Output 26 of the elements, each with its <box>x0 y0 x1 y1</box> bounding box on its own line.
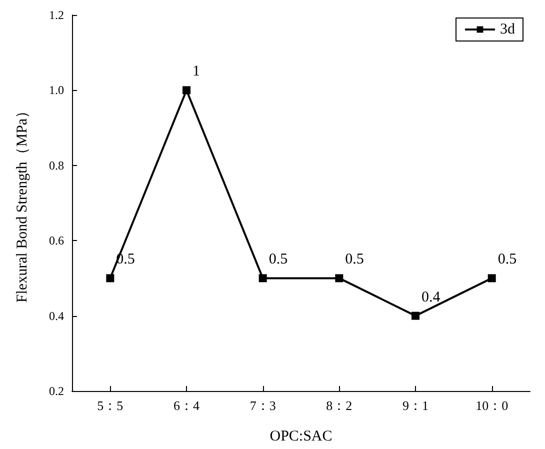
data-label: 0.4 <box>422 289 441 306</box>
x-tick-label: 5：5 <box>97 398 124 413</box>
data-label: 0.5 <box>345 252 364 268</box>
data-label: 0.5 <box>498 252 517 268</box>
x-tick-label: 6：4 <box>174 398 200 413</box>
legend-label: 3d <box>500 22 516 38</box>
x-tick-label: 10：0 <box>476 398 508 413</box>
point <box>335 274 344 282</box>
point <box>106 274 114 282</box>
data-label: 1 <box>192 64 200 80</box>
y-tick-label: 1.0 <box>49 83 64 98</box>
y-tick-label: 0.4 <box>49 308 64 323</box>
point <box>488 274 496 282</box>
y-axis-title: Flexural Bond Strength（MPa） <box>14 103 30 303</box>
x-tick-label: 7：3 <box>250 398 276 413</box>
x-tick-label: 9：1 <box>402 398 428 413</box>
y-tick-label: 0.2 <box>49 384 64 398</box>
x-tick-label: 8：2 <box>326 398 352 413</box>
x-axis-title: OPC:SAC <box>270 428 332 444</box>
point <box>182 86 190 94</box>
y-tick-label: 1.2 <box>49 8 64 22</box>
y-tick-label: 0.6 <box>49 234 64 248</box>
data-label: 0.5 <box>268 252 288 268</box>
point <box>412 312 420 320</box>
point <box>258 274 267 282</box>
y-tick-label: 0.8 <box>49 158 64 172</box>
